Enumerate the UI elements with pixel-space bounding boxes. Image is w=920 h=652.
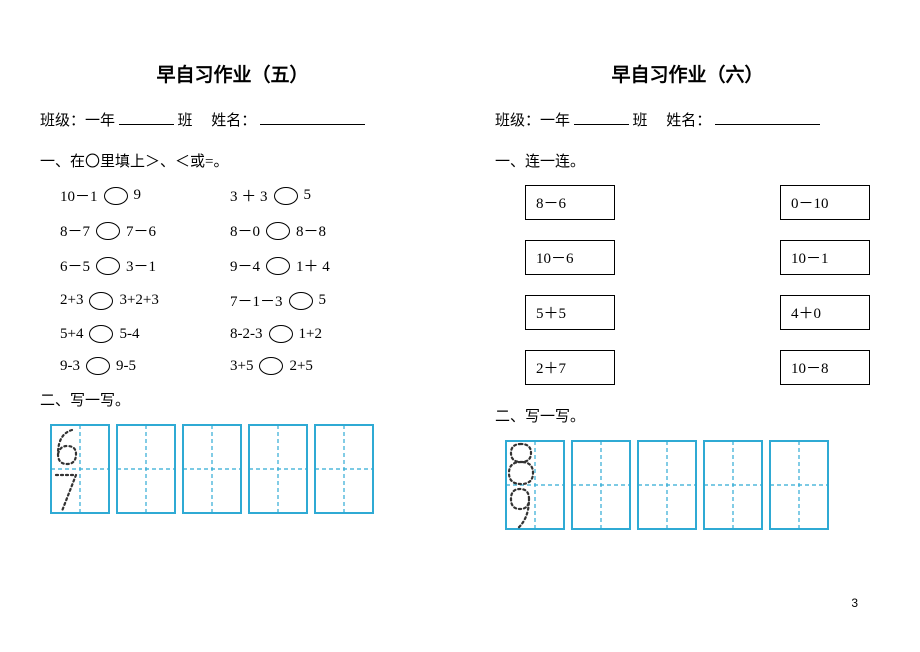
lhs: 2+3 [60, 292, 83, 309]
section2-head-left: 二、写一写。 [40, 389, 425, 410]
match-box-right[interactable]: 10－1 [780, 240, 870, 275]
comparison-row: 8－7 7－6 8－0 8－8 [60, 220, 425, 241]
lhs: 5+4 [60, 326, 83, 343]
answer-circle[interactable] [104, 187, 128, 205]
match-box-left[interactable]: 5＋5 [525, 295, 615, 330]
rhs: 5-4 [119, 326, 139, 343]
match-row: 10－6 10－1 [495, 240, 880, 275]
class-blank[interactable] [574, 110, 629, 125]
rhs: 3－1 [126, 255, 156, 276]
lhs: 9－4 [230, 255, 260, 276]
trace-cell[interactable] [248, 424, 308, 514]
section1-head-left: 一、在〇里填上＞、＜或=。 [40, 150, 425, 171]
comparison-row: 5+4 5-4 8-2-3 1+2 [60, 325, 425, 343]
trace-box-svg [703, 440, 763, 530]
match-grid: 8－6 0－10 10－6 10－1 5＋5 4＋0 2＋7 10－8 [495, 185, 880, 385]
rhs: 1+2 [299, 326, 322, 343]
answer-circle[interactable] [96, 222, 120, 240]
comparison-row: 6－5 3－1 9－4 1＋ 4 [60, 255, 425, 276]
trace-cell[interactable] [314, 424, 374, 514]
trace-box-svg [769, 440, 829, 530]
match-box-left[interactable]: 2＋7 [525, 350, 615, 385]
rhs: 3+2+3 [119, 292, 158, 309]
answer-circle[interactable] [266, 257, 290, 275]
lhs: 3 ＋ 3 [230, 185, 268, 206]
trace-cell[interactable] [703, 440, 763, 530]
trace-cell[interactable] [769, 440, 829, 530]
worksheet-right: 早自习作业（六） 班级：一年 班 姓名： 一、连一连。 8－60－1010－61… [495, 60, 880, 530]
answer-circle[interactable] [89, 292, 113, 310]
lhs: 7－1－3 [230, 290, 283, 311]
trace-cell[interactable] [182, 424, 242, 514]
trace-box-svg [505, 440, 565, 530]
trace-box-svg [248, 424, 308, 514]
trace-cell[interactable] [571, 440, 631, 530]
lhs: 8-2-3 [230, 326, 263, 343]
trace-row-right [495, 440, 880, 530]
rhs: 5 [319, 292, 327, 309]
trace-cell[interactable] [116, 424, 176, 514]
rhs: 8－8 [296, 220, 326, 241]
class-blank[interactable] [119, 110, 174, 125]
rhs: 2+5 [289, 358, 312, 375]
match-row: 8－6 0－10 [495, 185, 880, 220]
name-label: 姓名： [666, 113, 711, 129]
rhs: 1＋ 4 [296, 255, 330, 276]
match-box-right[interactable]: 10－8 [780, 350, 870, 385]
trace-box-svg [637, 440, 697, 530]
match-box-right[interactable]: 4＋0 [780, 295, 870, 330]
trace-cell[interactable] [505, 440, 565, 530]
lhs: 8－0 [230, 220, 260, 241]
answer-circle[interactable] [259, 357, 283, 375]
lhs: 8－7 [60, 220, 90, 241]
trace-box-svg [571, 440, 631, 530]
answer-circle[interactable] [96, 257, 120, 275]
rhs: 9 [134, 187, 142, 204]
trace-row-left [40, 424, 425, 514]
name-label: 姓名： [211, 113, 256, 129]
match-row: 5＋5 4＋0 [495, 295, 880, 330]
rhs: 9-5 [116, 358, 136, 375]
section2-head-right: 二、写一写。 [495, 405, 880, 426]
grade-label: 班级：一年 [40, 113, 115, 129]
page-number: 3 [851, 596, 858, 610]
comparison-grid: 10－1 9 3 ＋ 3 5 8－7 7－6 8－0 8－8 6－5 3－1 9－4 1＋ 4 2+3 3… [40, 185, 425, 375]
match-box-left[interactable]: 8－6 [525, 185, 615, 220]
trace-cell[interactable] [50, 424, 110, 514]
answer-circle[interactable] [274, 187, 298, 205]
comparison-row: 2+3 3+2+3 7－1－3 5 [60, 290, 425, 311]
info-line-right: 班级：一年 班 姓名： [495, 109, 880, 130]
lhs: 6－5 [60, 255, 90, 276]
comparison-row: 9-3 9-5 3+5 2+5 [60, 357, 425, 375]
match-box-right[interactable]: 0－10 [780, 185, 870, 220]
class-label: 班 [178, 113, 193, 129]
comparison-row: 10－1 9 3 ＋ 3 5 [60, 185, 425, 206]
info-line-left: 班级：一年 班 姓名： [40, 109, 425, 130]
answer-circle[interactable] [289, 292, 313, 310]
trace-box-svg [50, 424, 110, 514]
answer-circle[interactable] [86, 357, 110, 375]
rhs: 5 [304, 187, 312, 204]
name-blank[interactable] [715, 110, 820, 125]
lhs: 3+5 [230, 358, 253, 375]
section1-head-right: 一、连一连。 [495, 150, 880, 171]
grade-label: 班级：一年 [495, 113, 570, 129]
answer-circle[interactable] [269, 325, 293, 343]
lhs: 9-3 [60, 358, 80, 375]
title-left: 早自习作业（五） [40, 60, 425, 87]
trace-box-svg [314, 424, 374, 514]
class-label: 班 [633, 113, 648, 129]
match-row: 2＋7 10－8 [495, 350, 880, 385]
match-box-left[interactable]: 10－6 [525, 240, 615, 275]
trace-cell[interactable] [637, 440, 697, 530]
rhs: 7－6 [126, 220, 156, 241]
worksheet-left: 早自习作业（五） 班级：一年 班 姓名： 一、在〇里填上＞、＜或=。 10－1 9… [40, 60, 425, 530]
title-right: 早自习作业（六） [495, 60, 880, 87]
lhs: 10－1 [60, 185, 98, 206]
trace-box-svg [116, 424, 176, 514]
answer-circle[interactable] [266, 222, 290, 240]
trace-box-svg [182, 424, 242, 514]
name-blank[interactable] [260, 110, 365, 125]
answer-circle[interactable] [89, 325, 113, 343]
